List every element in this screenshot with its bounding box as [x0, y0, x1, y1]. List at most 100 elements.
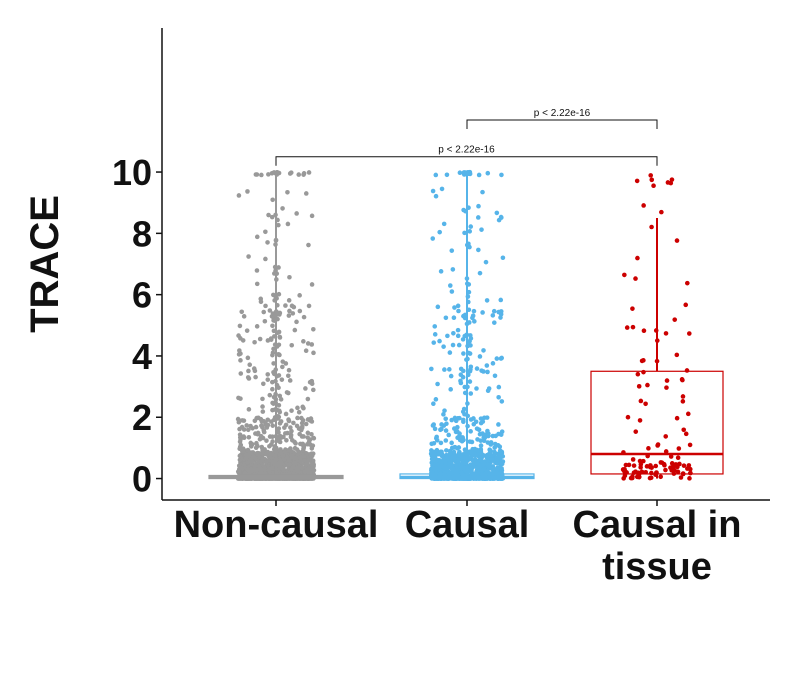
data-point — [237, 446, 242, 452]
data-point — [294, 466, 299, 471]
data-point — [467, 468, 472, 474]
data-point — [485, 170, 491, 176]
data-point — [311, 350, 316, 356]
data-point — [462, 411, 467, 417]
data-point — [276, 222, 281, 228]
data-point — [480, 310, 485, 315]
data-point — [498, 297, 504, 303]
data-point — [456, 457, 461, 463]
data-point — [303, 191, 309, 196]
data-point — [441, 423, 447, 428]
data-point — [633, 429, 639, 434]
data-point — [447, 350, 453, 355]
data-point — [236, 193, 242, 198]
data-point — [246, 407, 252, 412]
data-point — [474, 426, 480, 431]
data-point — [672, 317, 678, 322]
data-point — [500, 454, 506, 459]
data-point — [262, 447, 267, 452]
data-point — [253, 424, 259, 430]
data-point — [462, 230, 467, 236]
data-point — [289, 342, 295, 348]
data-point — [266, 457, 271, 463]
data-point — [238, 437, 243, 442]
data-point — [298, 454, 304, 460]
data-point — [658, 474, 663, 480]
data-point — [270, 423, 276, 428]
data-point — [243, 456, 249, 461]
data-point — [476, 247, 481, 253]
data-point — [436, 450, 442, 455]
data-point — [683, 302, 689, 308]
significance-brackets: p < 2.22e-16 p < 2.22e-16 — [275, 108, 658, 166]
data-point — [437, 338, 442, 344]
data-point — [671, 464, 676, 470]
data-point — [466, 320, 472, 325]
data-point — [287, 274, 292, 280]
data-point — [441, 344, 446, 349]
data-point — [460, 459, 466, 465]
data-point — [636, 384, 642, 389]
data-point — [237, 348, 242, 353]
data-point — [641, 328, 647, 333]
data-point — [252, 339, 257, 345]
data-point — [649, 177, 655, 183]
data-point — [457, 431, 462, 436]
y-tick-label: 10 — [112, 152, 152, 193]
data-point — [248, 466, 254, 472]
data-point — [492, 451, 497, 457]
data-point — [279, 377, 285, 382]
data-point — [260, 409, 266, 414]
data-point — [284, 390, 290, 395]
data-point — [277, 312, 282, 317]
data-point — [286, 313, 292, 318]
data-point — [451, 453, 457, 459]
data-point — [651, 183, 656, 189]
data-point — [681, 463, 687, 468]
data-point — [624, 325, 630, 330]
data-point — [267, 392, 273, 398]
data-point — [686, 331, 692, 336]
data-point — [237, 453, 243, 459]
data-point — [663, 434, 669, 439]
data-point — [641, 458, 646, 464]
data-point — [251, 366, 257, 371]
data-point — [461, 351, 466, 356]
data-point — [448, 373, 454, 379]
data-point — [479, 368, 484, 373]
data-point — [687, 476, 692, 481]
data-point — [297, 431, 302, 437]
data-point — [468, 417, 474, 422]
data-point — [262, 466, 267, 472]
data-point — [639, 358, 645, 364]
data-point — [276, 373, 282, 378]
data-point — [438, 440, 444, 446]
data-point — [270, 311, 276, 316]
data-point — [241, 434, 247, 439]
data-point — [450, 342, 456, 348]
data-point — [633, 276, 638, 281]
data-point — [475, 215, 481, 220]
data-point — [685, 280, 690, 286]
data-point — [653, 463, 659, 469]
data-point — [468, 391, 474, 396]
data-point — [683, 431, 689, 437]
data-point — [270, 323, 275, 329]
data-point — [305, 417, 311, 422]
box — [590, 370, 724, 475]
data-point — [307, 441, 312, 447]
data-point — [681, 427, 687, 433]
data-point — [488, 452, 494, 458]
data-point — [488, 442, 494, 447]
data-point — [434, 434, 439, 440]
data-point — [236, 418, 242, 423]
data-point — [267, 308, 273, 313]
data-point — [288, 453, 294, 458]
data-point — [301, 314, 307, 320]
data-point — [680, 399, 686, 404]
data-point — [641, 369, 646, 375]
data-point — [622, 272, 627, 278]
data-point — [441, 221, 447, 227]
y-axis: 0 2 4 6 8 10 TRACE — [23, 28, 163, 500]
data-point — [266, 212, 271, 218]
